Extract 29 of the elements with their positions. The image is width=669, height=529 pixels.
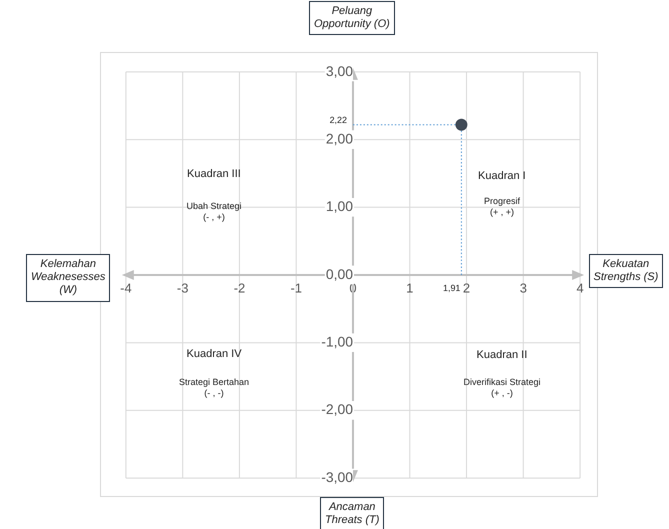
annotation: Kuadran III	[187, 168, 241, 182]
x-tick-label: -4	[120, 280, 132, 296]
annotation: 2,22	[330, 115, 348, 126]
annotation: Diverifikasi Strategi (+ , -)	[464, 377, 541, 399]
annotation: Progresif (+ , +)	[484, 196, 520, 218]
text: Kekuatan Strengths (S)	[588, 254, 664, 288]
annotation: Ubah Strategi (- , +)	[186, 201, 242, 223]
y-tick-label: 2,00	[326, 130, 354, 146]
y-tick-label: 3,00	[326, 62, 354, 79]
y-tick-label: -3,00	[321, 468, 354, 485]
x-tick-label: -2	[234, 280, 246, 296]
x-tick-label: -1	[290, 280, 302, 296]
y-tick-label: 1,00	[326, 198, 354, 214]
x-tick-label: 4	[576, 280, 584, 296]
y-tick-label: -2,00	[321, 401, 354, 418]
annotation: 1,91	[442, 282, 460, 293]
annotation: Strategi Bertahan (- , -)	[179, 377, 250, 399]
annotation: Kuadran II	[476, 349, 528, 362]
text: Ancaman Threats (T)	[320, 497, 384, 529]
x-tick-label: 1	[406, 280, 414, 296]
annotation: Kuadran I	[478, 170, 526, 184]
x-tick-label: -3	[176, 280, 188, 296]
x-tick-label: 2	[462, 280, 470, 296]
x-tick-label: 3	[520, 280, 527, 296]
y-tick-label: 0,00	[326, 266, 354, 282]
text: Kelemahan Weaknesesses (W)	[26, 254, 110, 302]
annotation: Kuadran IV	[186, 348, 242, 362]
y-tick-label: -1,00	[321, 334, 354, 350]
text: Peluang Opportunity (O)	[309, 1, 395, 36]
